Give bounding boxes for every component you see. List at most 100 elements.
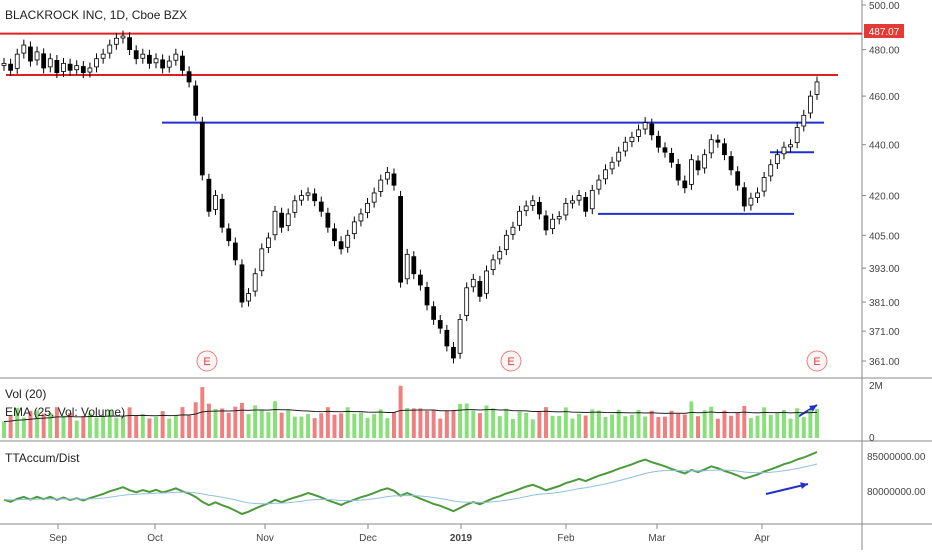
candle-body [768,164,774,177]
volume-bar [332,414,337,438]
time-tick-label: 2019 [450,533,473,544]
candle-body [728,156,734,171]
volume-tick-0: 0 [869,433,875,444]
volume-bar [563,407,568,438]
candle-body [642,122,648,130]
candle-body [193,85,199,116]
time-tick-label: Mar [648,533,666,544]
volume-bar [114,417,119,438]
volume-bar [54,407,59,438]
volume-bar [378,409,383,438]
volume-bar [306,414,311,438]
candle-body [583,197,589,212]
candle-body [325,212,331,228]
earnings-marker[interactable]: E [806,350,828,372]
volume-bar [616,409,621,438]
candle-body [735,171,741,186]
candle-body [332,228,337,242]
volume-bar [206,403,211,438]
volume-bar [94,417,99,438]
volume-bar [636,410,641,438]
candle-body [140,53,146,59]
volume-bar [781,410,786,438]
price-tick-label: 460.00 [869,92,900,103]
volume-bar [134,415,139,438]
candle-body [431,306,437,320]
candle-body [206,178,212,212]
candle-body [1,62,7,66]
accum-line [3,451,818,516]
candle-body [596,179,602,190]
candle-body [338,241,344,250]
volume-bar [643,416,648,438]
time-tick-label: Dec [359,533,377,544]
candle-body [589,189,595,210]
candle-body [166,60,172,68]
volume-bar [788,418,793,438]
volume-bar [431,409,436,438]
candle-body [358,213,364,222]
candle-body [437,320,443,329]
candle-body [384,171,390,180]
volume-bar [325,407,330,438]
candle-body [259,248,265,272]
candle-body [252,273,258,292]
volume-bar [649,410,654,438]
candle-body [160,59,166,69]
candle-body [292,200,298,213]
candle-body [418,274,423,286]
volume-bar [193,402,198,438]
price-badge-value: 487.07 [869,27,900,38]
volume-bar [510,418,515,438]
volume-bar [61,415,66,438]
time-tick-label: Oct [147,533,163,544]
volume-bar [722,410,727,438]
volume-bar [801,417,806,438]
candle-body [345,234,351,248]
time-axis: Sep Oct Nov Dec 2019 Feb Mar Apr [49,524,770,544]
volume-bar [405,408,410,438]
volume-bar [81,415,86,438]
candle-body [147,54,152,64]
candle-body [285,213,291,227]
earnings-marker[interactable]: E [196,350,218,372]
volume-bar [140,414,145,438]
volume-bar [279,412,284,438]
earnings-marker-label: E [203,356,210,368]
earnings-marker[interactable]: E [500,350,522,372]
candle-body [404,253,410,280]
volume-bar [451,409,456,438]
candle-body [748,197,754,206]
candle-body [669,152,674,163]
volume-bar [154,416,159,438]
candle-body [457,319,463,354]
candle-body [21,44,27,54]
volume-bar [504,408,509,438]
volume-bar [358,412,363,438]
volume-bar [187,415,192,438]
volume-bar [682,414,687,438]
volume-bar [391,412,396,438]
volume-bar [517,411,522,438]
volume-ema-label: EMA (25, Vol: Volume) [5,405,125,419]
candle-body [662,147,668,153]
accum-tick-85m: 85000000.00 [867,452,926,463]
volume-bar [590,409,595,438]
volume-bar [484,405,489,438]
candle-body [351,221,357,235]
volume-bar [372,414,377,438]
candle-body [503,234,509,251]
volume-bar [365,417,370,438]
volume-bar [557,415,562,438]
candle-body [391,173,397,186]
volume-bar [345,407,350,438]
volume-tick-2m: 2M [869,381,883,392]
candle-body [563,202,569,216]
candle-body [689,159,694,185]
volume-bar [662,416,667,438]
candle-body [100,53,106,59]
volume-bar [497,416,502,438]
candle-body [537,201,542,215]
candle-body [120,35,126,39]
